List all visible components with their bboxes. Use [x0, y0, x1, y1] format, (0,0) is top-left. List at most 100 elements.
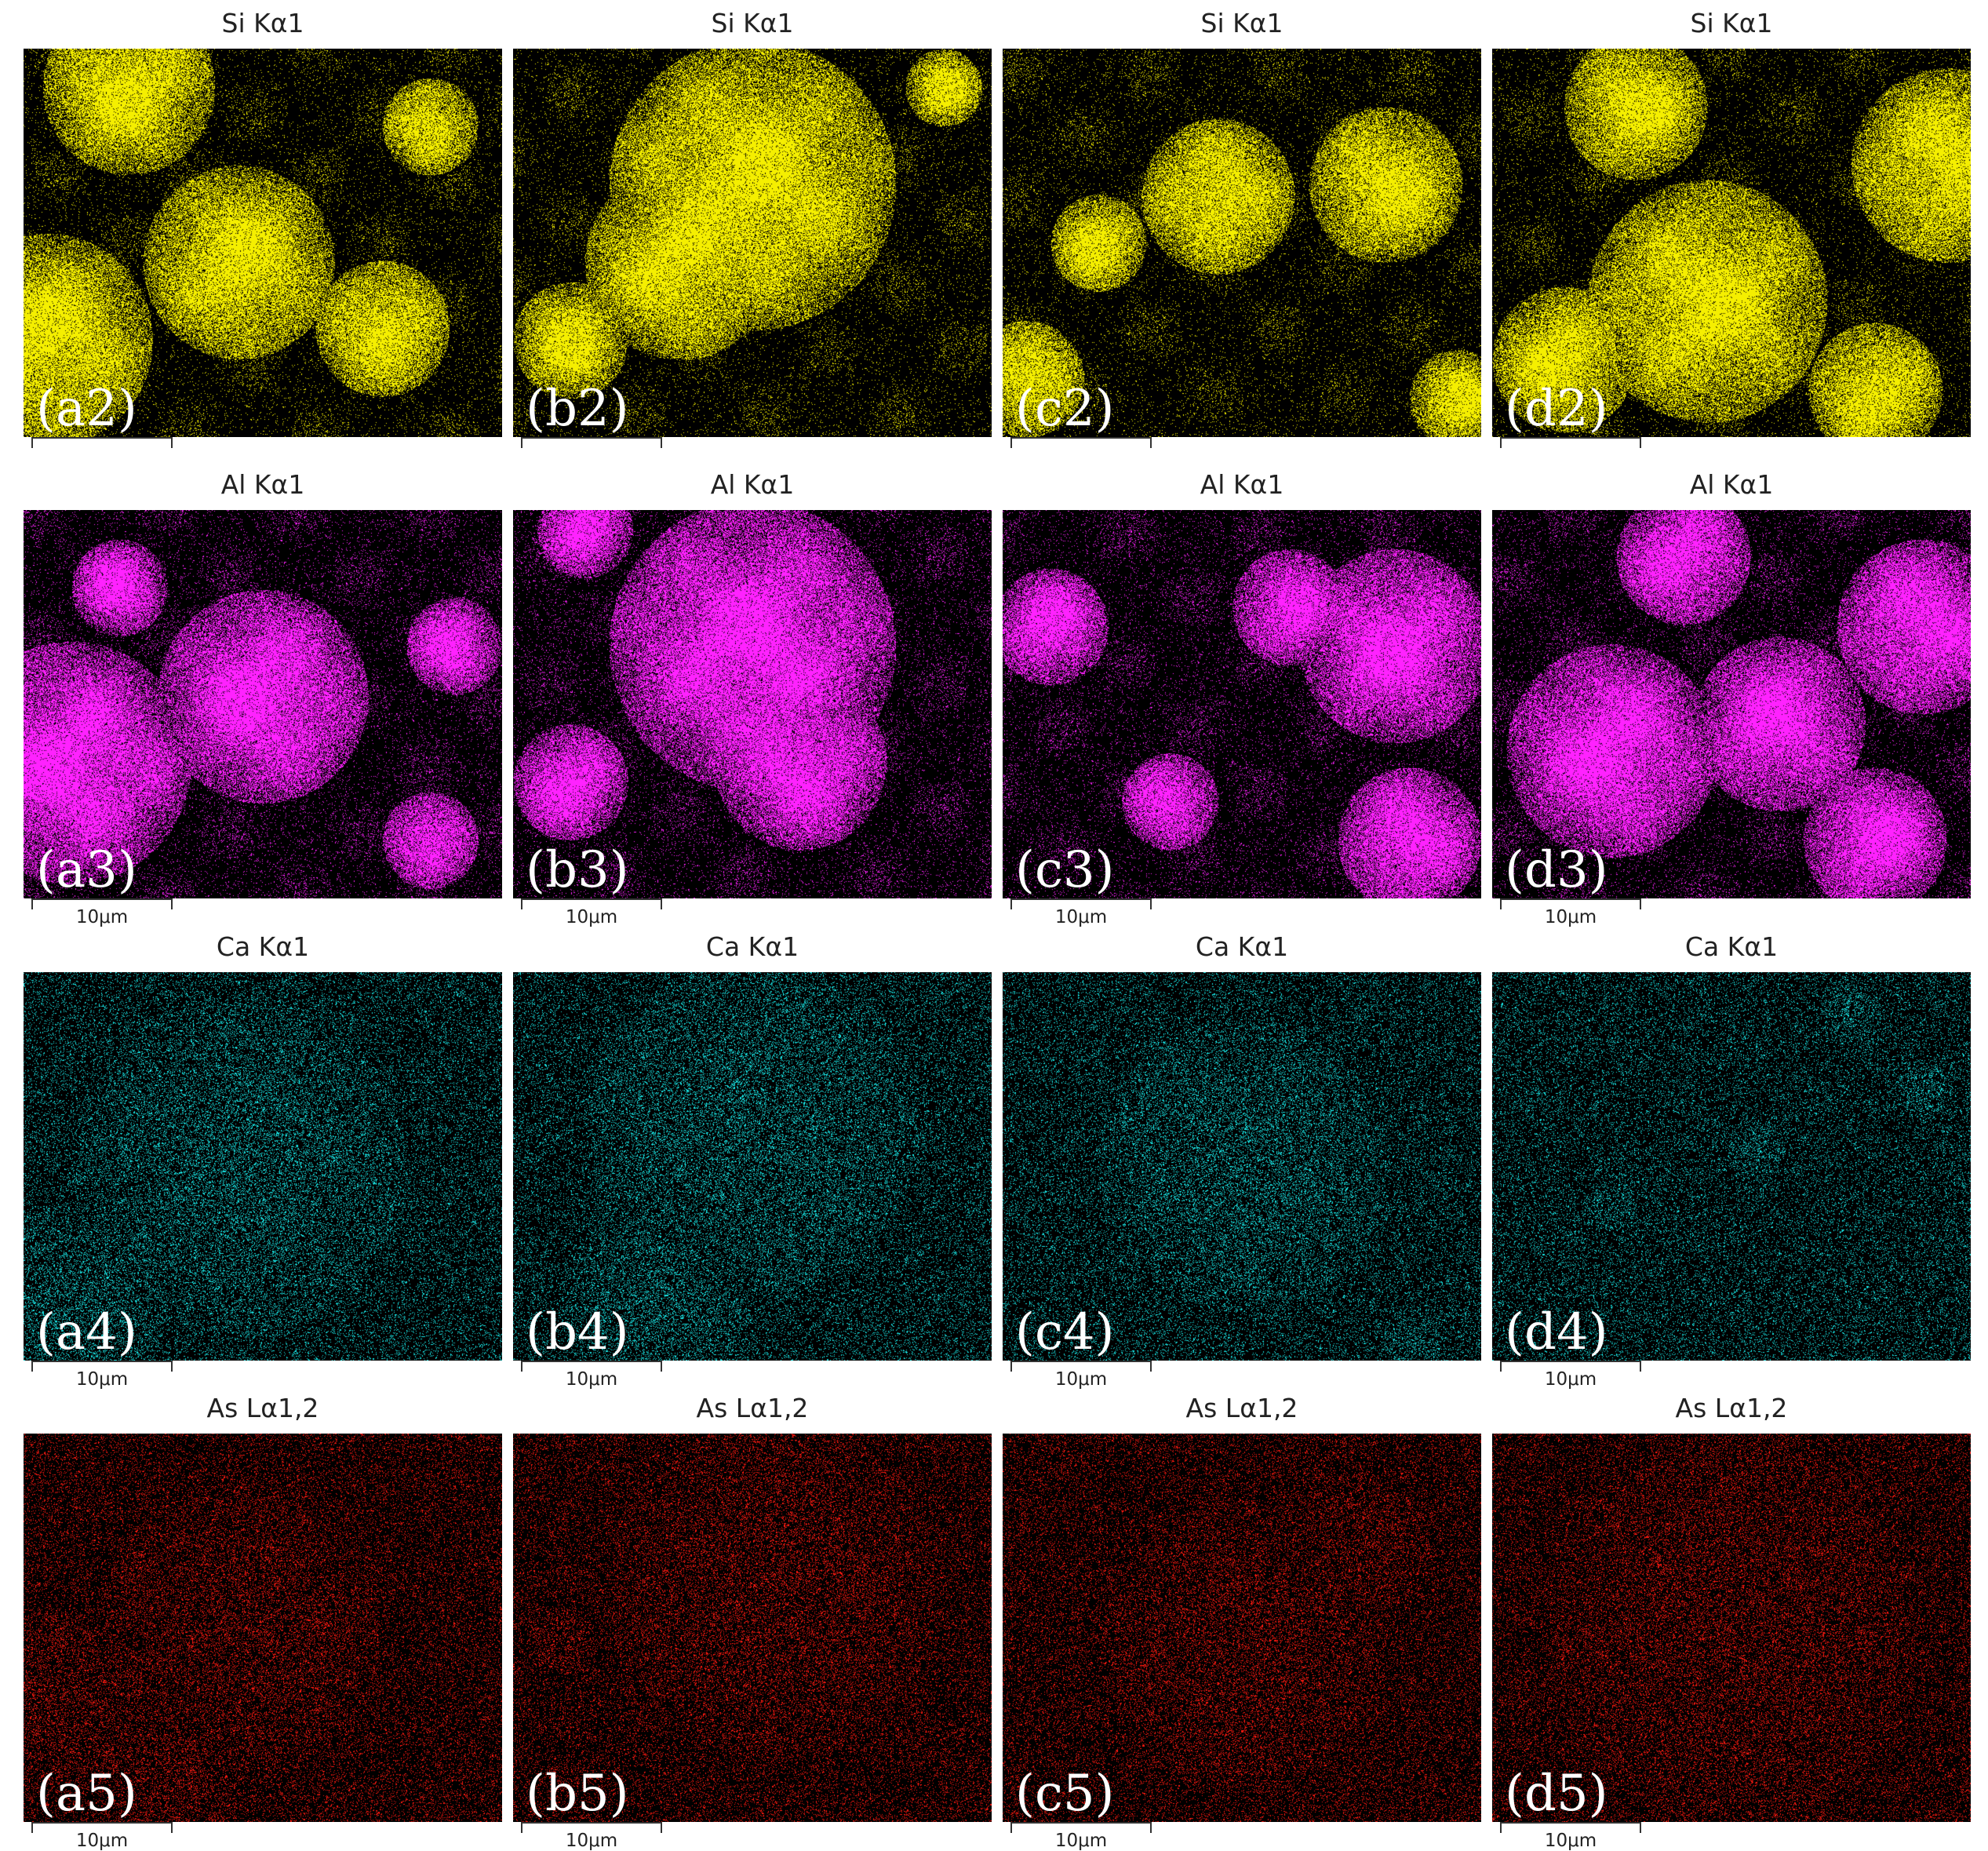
scale-bar [521, 1361, 662, 1372]
scale-bar [31, 1361, 173, 1372]
panel-title: As Lα1,2 [1185, 1392, 1298, 1423]
element-map-canvas [24, 1434, 502, 1822]
scale-bar [521, 898, 662, 909]
scale-bar [31, 437, 173, 448]
scale-bar-label: 10μm [565, 907, 618, 927]
scale-bar [521, 1822, 662, 1833]
panel-title: Al Kα1 [710, 468, 795, 500]
panel-label: (d5) [1505, 1765, 1608, 1822]
scale-bar-label: 10μm [565, 1831, 618, 1851]
element-map-canvas [513, 972, 992, 1361]
scale-bar-label: 10μm [1054, 907, 1108, 927]
map-panel-c2: Si Kα1 (c2) [1003, 0, 1481, 463]
panel-label: (c2) [1015, 380, 1115, 437]
scale-bar-label: 10μm [1054, 1831, 1108, 1851]
panel-title: As Lα1,2 [1675, 1392, 1788, 1423]
element-map-canvas [513, 49, 992, 437]
element-map-image: (b4) [513, 972, 992, 1361]
element-map-image: (c5) [1003, 1434, 1481, 1822]
scale-bar-label: 10μm [1054, 1369, 1108, 1390]
element-map-image: (a5) [24, 1434, 502, 1822]
panel-label: (a3) [36, 841, 137, 898]
map-panel-b2: Si Kα1 (b2) [513, 0, 992, 463]
element-map-image: (d4) [1492, 972, 1971, 1361]
panel-title: Ca Kα1 [216, 931, 310, 962]
panel-label: (a2) [36, 380, 137, 437]
element-map-canvas [1492, 1434, 1971, 1822]
element-map-image: (d5) [1492, 1434, 1971, 1822]
scale-bar-label: 10μm [75, 907, 129, 927]
scale-bar-label: 10μm [1544, 907, 1597, 927]
panel-label: (b5) [526, 1765, 629, 1822]
map-panel-b3: Al Kα1 (b3) 10μm [513, 461, 992, 927]
panel-label: (c4) [1015, 1303, 1115, 1361]
element-map-canvas [1492, 49, 1971, 437]
panel-label: (c3) [1015, 841, 1115, 898]
scale-bar [1500, 1361, 1641, 1372]
panel-title: Si Kα1 [221, 7, 304, 38]
panel-title: Al Kα1 [1689, 468, 1774, 500]
panel-title: Al Kα1 [220, 468, 305, 500]
scale-bar-label: 10μm [75, 1831, 129, 1851]
scale-bar [1010, 437, 1152, 448]
scale-bar [1010, 1822, 1152, 1833]
scale-bar [31, 1822, 173, 1833]
scale-bar [1500, 1822, 1641, 1833]
panel-label: (b2) [526, 380, 629, 437]
panel-label: (b3) [526, 841, 629, 898]
element-map-image: (b2) [513, 49, 992, 437]
element-map-image: (a2) [24, 49, 502, 437]
map-panel-c4: Ca Kα1 (c4) 10μm [1003, 924, 1481, 1390]
scale-bar-label: 10μm [1544, 1831, 1597, 1851]
panel-label: (d4) [1505, 1303, 1608, 1361]
map-panel-a5: As Lα1,2 (a5) 10μm [24, 1385, 502, 1851]
map-panel-b4: Ca Kα1 (b4) 10μm [513, 924, 992, 1390]
map-panel-d2: Si Kα1 (d2) [1492, 0, 1971, 463]
element-map-canvas [1492, 510, 1971, 898]
element-map-canvas [1003, 1434, 1481, 1822]
panel-title: Si Kα1 [1690, 7, 1773, 38]
element-map-canvas [1003, 49, 1481, 437]
panel-label: (a4) [36, 1303, 137, 1361]
element-map-image: (b5) [513, 1434, 992, 1822]
map-panel-d5: As Lα1,2 (d5) 10μm [1492, 1385, 1971, 1851]
panel-title: As Lα1,2 [206, 1392, 319, 1423]
element-map-canvas [513, 1434, 992, 1822]
panel-label: (a5) [36, 1765, 137, 1822]
map-panel-c3: Al Kα1 (c3) 10μm [1003, 461, 1481, 927]
panel-label: (c5) [1015, 1765, 1115, 1822]
scale-bar [1500, 437, 1641, 448]
panel-label: (d3) [1505, 841, 1608, 898]
panel-title: As Lα1,2 [696, 1392, 809, 1423]
scale-bar [521, 437, 662, 448]
map-panel-a2: Si Kα1 (a2) [24, 0, 502, 463]
element-map-canvas [24, 510, 502, 898]
panel-title: Si Kα1 [1200, 7, 1283, 38]
element-map-canvas [1492, 972, 1971, 1361]
panel-title: Si Kα1 [711, 7, 794, 38]
element-map-canvas [1003, 510, 1481, 898]
map-panel-b5: As Lα1,2 (b5) 10μm [513, 1385, 992, 1851]
element-map-image: (d2) [1492, 49, 1971, 437]
element-map-image: (c2) [1003, 49, 1481, 437]
map-panel-c5: As Lα1,2 (c5) 10μm [1003, 1385, 1481, 1851]
scale-bar [1500, 898, 1641, 909]
map-panel-a3: Al Kα1 (a3) 10μm [24, 461, 502, 927]
element-map-canvas [1003, 972, 1481, 1361]
scale-bar [1010, 898, 1152, 909]
element-map-image: (c4) [1003, 972, 1481, 1361]
map-panel-a4: Ca Kα1 (a4) 10μm [24, 924, 502, 1390]
panel-label: (d2) [1505, 380, 1608, 437]
element-map-image: (a3) [24, 510, 502, 898]
scale-bar [31, 898, 173, 909]
panel-title: Al Kα1 [1200, 468, 1284, 500]
panel-label: (b4) [526, 1303, 629, 1361]
element-map-canvas [24, 49, 502, 437]
panel-title: Ca Kα1 [1684, 931, 1779, 962]
element-map-canvas [24, 972, 502, 1361]
panel-title: Ca Kα1 [705, 931, 799, 962]
scale-bar-label: 10μm [75, 1369, 129, 1390]
scale-bar [1010, 1361, 1152, 1372]
scale-bar-label: 10μm [1544, 1369, 1597, 1390]
element-map-canvas [513, 510, 992, 898]
